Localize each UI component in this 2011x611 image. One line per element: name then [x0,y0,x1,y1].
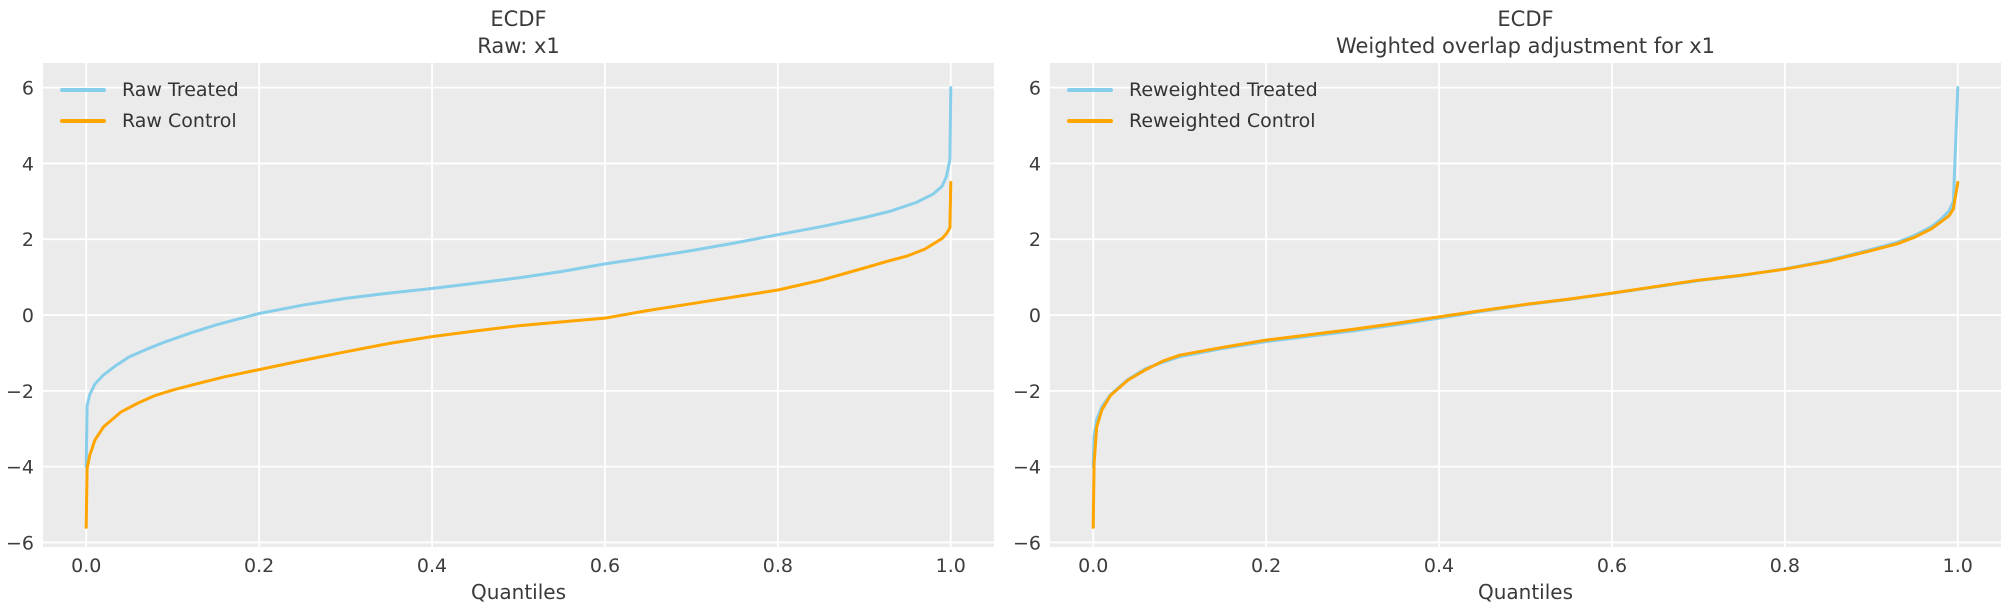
y-tick-label: −2 [6,381,34,403]
y-tick-label: −6 [1013,532,1041,554]
x-tick-label: 0.4 [1424,555,1454,577]
y-tick-label: −4 [1013,457,1041,479]
y-tick-label: 0 [22,305,34,327]
chart-title-line1: ECDF [1497,7,1554,31]
chart-raw-plot-area: 0.0 0.2 0.4 0.6 0.8 1.0 6 4 2 0 −2 −4 −6 [6,63,994,577]
raw-control-line-swatch [60,118,106,123]
y-tick-label: −6 [6,532,34,554]
y-tick-label: −4 [6,457,34,479]
x-tick-label: 0.2 [244,555,274,577]
y-tick-label: 6 [22,78,34,100]
x-axis-label: Quantiles [470,580,567,604]
y-tick-label: 4 [1029,153,1041,175]
x-axis-label: Quantiles [1477,580,1574,604]
x-tick-label: 0.4 [417,555,447,577]
reweighted-control-line-swatch [1067,118,1113,123]
x-tick-label: 0.0 [1078,555,1108,577]
y-tick-label: 2 [22,229,34,251]
chart-weighted: 0.0 0.2 0.4 0.6 0.8 1.0 6 4 2 0 −2 −4 −6 ECDF Weight… [1007,0,2011,611]
legend-label: Raw Treated [122,78,239,101]
chart-raw-title: ECDF Raw: x1 [43,6,994,60]
reweighted-control-curve [1091,180,1960,529]
x-tick-label: 1.0 [936,555,966,577]
y-tick-label: 4 [22,153,34,175]
x-tick-label: 0.0 [71,555,101,577]
chart-title-line1: ECDF [490,7,547,31]
raw-treated-line-swatch [60,87,106,92]
legend-raw: Raw Treated Raw Control [60,74,239,136]
x-tick-label: 0.8 [763,555,793,577]
chart-title-line2: Weighted overlap adjustment for x1 [1335,34,1716,58]
raw-control-curve [84,180,953,529]
legend-label: Reweighted Treated [1129,78,1318,101]
x-tick-label: 0.8 [1770,555,1800,577]
legend-item-reweighted-control: Reweighted Control [1067,105,1318,136]
legend-label: Raw Control [122,109,237,132]
x-tick-label: 1.0 [1943,555,1973,577]
chart-title-line2: Raw: x1 [477,34,560,58]
y-tick-label: 2 [1029,229,1041,251]
x-tick-label: 0.6 [1597,555,1627,577]
legend-item-raw-treated: Raw Treated [60,74,239,105]
y-tick-label: −2 [1013,381,1041,403]
legend-label: Reweighted Control [1129,109,1316,132]
legend-item-reweighted-treated: Reweighted Treated [1067,74,1318,105]
chart-weighted-title: ECDF Weighted overlap adjustment for x1 [1050,6,2001,60]
legend-item-raw-control: Raw Control [60,105,239,136]
chart-raw: 0.0 0.2 0.4 0.6 0.8 1.0 6 4 2 0 −2 −4 −6 ECDF Raw: x… [0,0,1005,611]
x-tick-label: 0.2 [1251,555,1281,577]
legend-weighted: Reweighted Treated Reweighted Control [1067,74,1318,136]
x-tick-label: 0.6 [590,555,620,577]
reweighted-treated-line-swatch [1067,87,1113,92]
y-tick-label: 0 [1029,305,1041,327]
chart-weighted-plot-area: 0.0 0.2 0.4 0.6 0.8 1.0 6 4 2 0 −2 −4 −6 [1013,63,2001,577]
raw-treated-curve [84,86,953,469]
y-tick-label: 6 [1029,78,1041,100]
